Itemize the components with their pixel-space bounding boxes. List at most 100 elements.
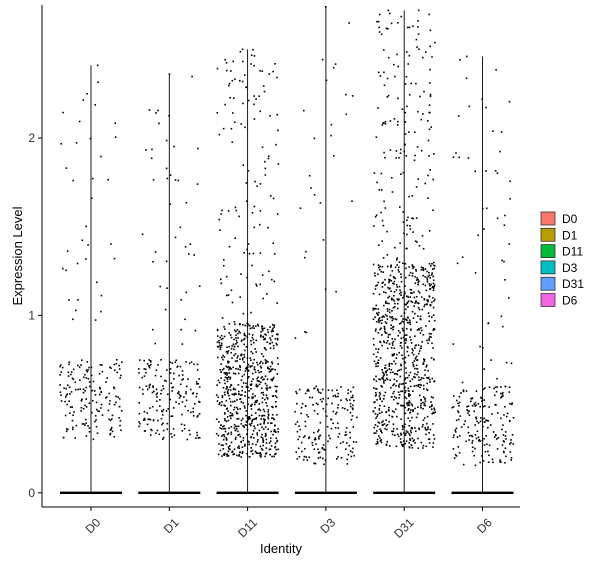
data-point xyxy=(96,408,98,411)
data-point xyxy=(335,411,338,414)
data-point xyxy=(247,370,250,372)
data-point xyxy=(186,438,189,441)
data-point xyxy=(406,345,409,348)
data-point xyxy=(468,105,471,108)
data-point xyxy=(382,372,385,375)
data-point xyxy=(423,417,426,419)
data-point xyxy=(305,250,307,253)
data-point xyxy=(236,425,238,428)
data-point xyxy=(431,272,433,274)
data-point xyxy=(412,349,414,352)
data-point xyxy=(459,415,462,417)
data-point xyxy=(420,318,422,321)
data-point xyxy=(396,298,399,300)
data-point xyxy=(219,449,222,452)
data-point xyxy=(239,365,241,367)
data-point xyxy=(113,387,116,390)
data-point xyxy=(235,209,238,212)
data-point xyxy=(167,393,169,396)
data-point xyxy=(267,422,269,424)
data-point xyxy=(260,381,262,384)
data-point xyxy=(399,331,401,334)
data-point xyxy=(387,336,389,338)
data-point xyxy=(468,410,470,412)
data-point xyxy=(89,137,92,140)
data-point xyxy=(111,414,114,417)
data-point xyxy=(418,292,421,294)
data-point xyxy=(264,359,267,361)
data-point xyxy=(62,436,65,439)
data-point xyxy=(272,347,275,350)
data-point xyxy=(312,404,314,406)
data-point xyxy=(93,390,96,392)
data-point xyxy=(195,395,198,398)
data-point xyxy=(422,444,425,447)
data-point xyxy=(267,417,270,420)
data-point xyxy=(315,385,317,388)
zero-band-D6 xyxy=(451,491,514,495)
data-point xyxy=(470,434,473,437)
data-point xyxy=(172,407,175,409)
data-point xyxy=(308,174,311,177)
data-point xyxy=(275,437,277,439)
data-point xyxy=(92,438,95,441)
data-point xyxy=(377,348,380,350)
data-point xyxy=(372,307,375,310)
data-point xyxy=(512,443,514,445)
data-point xyxy=(494,170,497,172)
data-point xyxy=(417,344,420,346)
data-point xyxy=(119,377,121,379)
data-point xyxy=(231,301,234,304)
data-point xyxy=(342,441,344,443)
data-point xyxy=(414,282,417,284)
data-point xyxy=(294,337,297,339)
data-point xyxy=(193,363,195,366)
data-point xyxy=(141,376,144,379)
legend-label-D3: D3 xyxy=(562,261,578,275)
data-point xyxy=(377,332,380,334)
data-point xyxy=(274,63,276,65)
data-point xyxy=(237,446,239,449)
data-point xyxy=(227,389,230,391)
data-point xyxy=(314,462,317,465)
data-point xyxy=(253,205,256,208)
data-point xyxy=(400,363,402,366)
data-point xyxy=(382,281,384,284)
data-point xyxy=(234,438,237,441)
data-point xyxy=(268,371,271,373)
data-point xyxy=(451,406,454,409)
data-point xyxy=(377,244,380,246)
data-point xyxy=(392,392,394,395)
data-point xyxy=(397,330,400,332)
data-point xyxy=(379,378,382,381)
data-point xyxy=(318,451,321,453)
legend-label-D6: D6 xyxy=(562,294,578,308)
data-point xyxy=(138,421,140,423)
x-axis-title: Identity xyxy=(260,541,302,556)
data-point xyxy=(381,219,384,222)
data-point xyxy=(231,79,234,82)
legend-swatch-D1 xyxy=(540,227,556,242)
data-point xyxy=(386,310,389,312)
data-point xyxy=(454,429,456,431)
data-point xyxy=(319,398,322,401)
data-point xyxy=(143,419,145,421)
data-point xyxy=(392,275,395,278)
data-point xyxy=(222,358,224,361)
data-point xyxy=(375,392,377,394)
data-point xyxy=(377,107,379,109)
data-point xyxy=(259,70,261,72)
data-point xyxy=(383,151,385,154)
data-point xyxy=(304,256,306,259)
data-point xyxy=(94,420,96,423)
data-point xyxy=(402,221,405,223)
data-point xyxy=(65,394,68,397)
data-point xyxy=(67,428,69,431)
data-point xyxy=(225,275,228,278)
data-point xyxy=(262,440,265,442)
data-point xyxy=(241,48,244,51)
data-point xyxy=(266,389,268,391)
data-point xyxy=(297,447,300,450)
